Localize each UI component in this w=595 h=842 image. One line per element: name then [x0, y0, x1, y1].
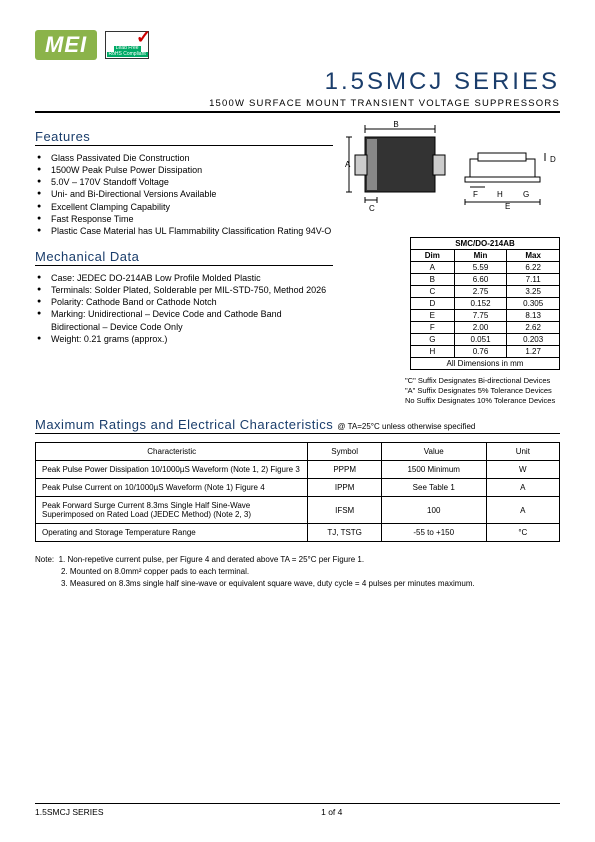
feature-item: Uni- and Bi-Directional Versions Availab… [51, 188, 333, 200]
dim-hdr: Min [454, 250, 507, 262]
char-hdr: Symbol [308, 443, 381, 461]
note-item: 1. Non-repetive current pulse, per Figur… [59, 555, 365, 564]
mech-item: Terminals: Solder Plated, Solderable per… [51, 284, 333, 296]
suffix-note: "A" Suffix Designates 5% Tolerance Devic… [405, 386, 560, 396]
rohs-badge: ✓ Lead Free RoHS Compliant [105, 31, 149, 59]
svg-text:H: H [497, 190, 503, 199]
note-item: 2. Mounted on 8.0mm² copper pads to each… [35, 566, 560, 578]
page-title: 1.5SMCJ SERIES [35, 68, 560, 96]
svg-text:B: B [393, 120, 398, 129]
check-icon: ✓ [136, 27, 151, 48]
svg-text:D: D [550, 155, 556, 164]
svg-text:F: F [473, 190, 478, 199]
char-hdr: Unit [486, 443, 559, 461]
feature-item: Excellent Clamping Capability [51, 201, 333, 213]
ratings-heading: Maximum Ratings and Electrical Character… [35, 417, 560, 434]
page-subtitle: 1500W SURFACE MOUNT TRANSIENT VOLTAGE SU… [35, 98, 560, 109]
mechanical-list: Case: JEDEC DO-214AB Low Profile Molded … [35, 272, 333, 345]
page-footer: 1.5SMCJ SERIES 1 of 4 [35, 803, 560, 817]
mech-item: Polarity: Cathode Band or Cathode Notch [51, 296, 333, 308]
dim-hdr: Dim [411, 250, 455, 262]
logo-mei: MEI [35, 30, 97, 60]
svg-text:G: G [523, 190, 529, 199]
dim-footer: All Dimensions in mm [411, 358, 560, 370]
notes-block: Note: 1. Non-repetive current pulse, per… [35, 554, 560, 590]
footer-center: 1 of 4 [321, 807, 342, 817]
mech-item: Weight: 0.21 grams (approx.) [51, 333, 333, 345]
svg-text:E: E [505, 202, 510, 211]
features-list: Glass Passivated Die Construction 1500W … [35, 152, 333, 237]
footer-left: 1.5SMCJ SERIES [35, 807, 104, 817]
mech-item: Case: JEDEC DO-214AB Low Profile Molded … [51, 272, 333, 284]
note-item: 3. Measured on 8.3ms single half sine-wa… [35, 578, 560, 590]
badge-line2: RoHS Compliant [107, 52, 148, 58]
svg-text:C: C [369, 204, 375, 213]
header-bar: MEI ✓ Lead Free RoHS Compliant [35, 30, 560, 60]
suffix-note: No Suffix Designates 10% Tolerance Devic… [405, 396, 560, 406]
suffix-note: "C" Suffix Designates Bi-directional Dev… [405, 376, 560, 386]
feature-item: 5.0V – 170V Standoff Voltage [51, 176, 333, 188]
feature-item: Fast Response Time [51, 213, 333, 225]
dim-title: SMC/DO-214AB [411, 238, 560, 250]
mechanical-heading: Mechanical Data [35, 249, 333, 266]
dim-hdr: Max [507, 250, 560, 262]
feature-item: Plastic Case Material has UL Flammabilit… [51, 225, 333, 237]
package-diagram: B A C D F H G E [345, 117, 560, 237]
suffix-notes: "C" Suffix Designates Bi-directional Dev… [405, 376, 560, 405]
feature-item: Glass Passivated Die Construction [51, 152, 333, 164]
char-hdr: Characteristic [36, 443, 308, 461]
svg-text:A: A [345, 160, 351, 169]
characteristics-table: Characteristic Symbol Value Unit Peak Pu… [35, 442, 560, 542]
note-lead: Note: [35, 555, 54, 564]
features-heading: Features [35, 129, 333, 146]
mech-item: Marking: Unidirectional – Device Code an… [51, 308, 333, 332]
feature-item: 1500W Peak Pulse Power Dissipation [51, 164, 333, 176]
title-block: 1.5SMCJ SERIES 1500W SURFACE MOUNT TRANS… [35, 68, 560, 113]
dimension-table: SMC/DO-214AB Dim Min Max A5.596.22 B6.60… [410, 237, 560, 370]
char-hdr: Value [381, 443, 486, 461]
